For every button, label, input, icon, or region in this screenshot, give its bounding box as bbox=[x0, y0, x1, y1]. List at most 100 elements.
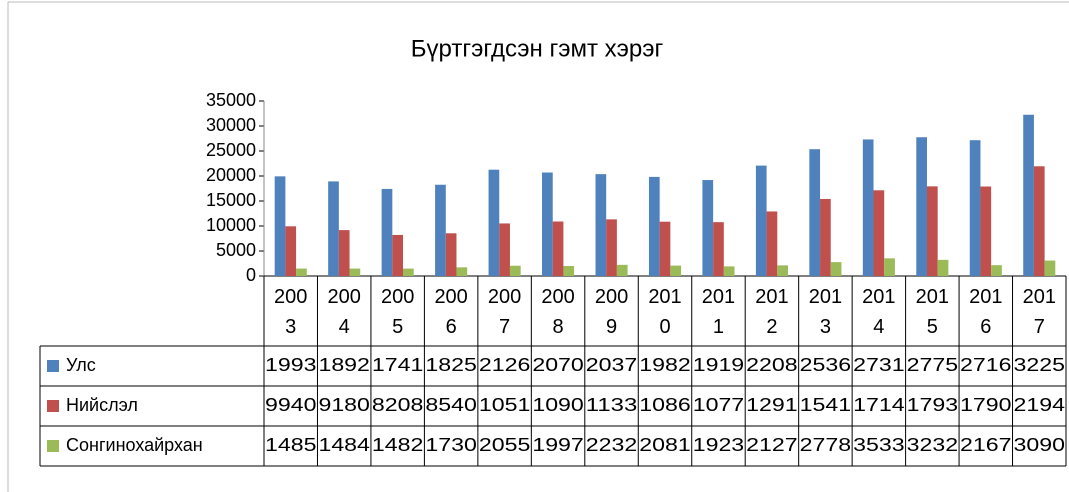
bar bbox=[755, 165, 767, 276]
bar bbox=[916, 137, 927, 276]
bar bbox=[873, 190, 885, 276]
x-tick-label: 201 6 bbox=[969, 286, 1002, 338]
table-cell: 1730 bbox=[425, 435, 476, 455]
bar bbox=[830, 262, 842, 276]
table-cell: 1741 bbox=[372, 355, 423, 375]
table-cell: 2194 bbox=[1014, 395, 1065, 415]
y-tick-label: 5000 bbox=[216, 240, 256, 260]
table-cell: 8540 bbox=[425, 395, 476, 415]
bar bbox=[702, 180, 714, 276]
table-cell: 1982 bbox=[639, 355, 690, 375]
bar bbox=[542, 172, 553, 276]
x-tick-label: 201 7 bbox=[1023, 286, 1056, 338]
bar bbox=[648, 176, 660, 276]
table-cell: 3533 bbox=[853, 435, 904, 455]
bar bbox=[991, 265, 1002, 276]
x-tick-label: 200 5 bbox=[381, 286, 414, 338]
bar bbox=[296, 268, 307, 276]
bar bbox=[1033, 166, 1045, 276]
bar bbox=[777, 265, 788, 276]
table-cell: 1892 bbox=[318, 355, 369, 375]
bar bbox=[349, 268, 361, 276]
table-cell: 2208 bbox=[746, 355, 797, 375]
table-cell: 9940 bbox=[265, 395, 316, 415]
table-cell: 2037 bbox=[586, 355, 637, 375]
bar bbox=[862, 139, 874, 276]
x-tick-label: 201 2 bbox=[755, 286, 788, 338]
bar bbox=[381, 188, 393, 276]
table-cell: 1086 bbox=[639, 395, 690, 415]
table-cell: 2055 bbox=[479, 435, 530, 455]
table-cell: 3090 bbox=[1014, 435, 1065, 455]
y-tick-label: 10000 bbox=[206, 215, 256, 235]
y-tick-label: 25000 bbox=[206, 140, 256, 160]
table-cell: 2126 bbox=[479, 355, 530, 375]
bar bbox=[937, 259, 949, 276]
bar bbox=[338, 230, 350, 276]
table-cell: 9180 bbox=[318, 395, 369, 415]
table-cell: 1077 bbox=[693, 395, 744, 415]
bar bbox=[723, 266, 735, 276]
x-tick-label: 201 0 bbox=[648, 286, 681, 338]
table-cell: 1482 bbox=[372, 435, 423, 455]
table-cell: 2731 bbox=[853, 355, 904, 375]
table-cell: 1923 bbox=[693, 435, 744, 455]
x-tick-label: 200 7 bbox=[488, 286, 521, 338]
y-tick-label: 30000 bbox=[206, 115, 256, 135]
bar bbox=[766, 211, 778, 276]
table-cell: 1993 bbox=[265, 355, 316, 375]
bar bbox=[980, 186, 992, 276]
table-cell: 1997 bbox=[532, 435, 583, 455]
y-tick-label: 20000 bbox=[206, 165, 256, 185]
bar bbox=[403, 268, 414, 276]
table-cell: 2716 bbox=[960, 355, 1011, 375]
table-cell: 1793 bbox=[907, 395, 958, 415]
bar bbox=[285, 226, 297, 276]
table-cell: 2070 bbox=[532, 355, 583, 375]
table-cell: 1051 bbox=[479, 395, 530, 415]
x-tick-label: 200 3 bbox=[274, 286, 307, 338]
table-cell: 1291 bbox=[746, 395, 797, 415]
bar bbox=[456, 267, 468, 276]
bar bbox=[392, 234, 404, 276]
bar bbox=[884, 258, 895, 276]
table-cell: 1484 bbox=[318, 435, 369, 455]
bar bbox=[926, 186, 938, 276]
y-tick-label: 0 bbox=[246, 265, 256, 285]
bar bbox=[274, 176, 286, 276]
table-cell: 2167 bbox=[960, 435, 1011, 455]
bar bbox=[713, 222, 724, 276]
x-tick-label: 200 8 bbox=[541, 286, 574, 338]
bar bbox=[1023, 114, 1034, 276]
table-cell: 1541 bbox=[800, 395, 851, 415]
bar bbox=[435, 184, 446, 276]
bar bbox=[552, 221, 564, 276]
legend-swatch bbox=[47, 440, 59, 452]
table-cell: 1790 bbox=[960, 395, 1011, 415]
bar bbox=[595, 174, 607, 276]
table-cell: 2536 bbox=[800, 355, 851, 375]
y-tick-label: 35000 bbox=[206, 90, 256, 110]
x-tick-label: 201 1 bbox=[702, 286, 735, 338]
bar bbox=[606, 219, 617, 276]
bar bbox=[563, 266, 575, 276]
bar bbox=[328, 181, 339, 276]
bar bbox=[969, 140, 981, 276]
x-tick-label: 200 6 bbox=[434, 286, 467, 338]
bar bbox=[509, 265, 521, 276]
table-cell: 1485 bbox=[265, 435, 316, 455]
bar bbox=[488, 169, 500, 276]
table-cell: 3232 bbox=[907, 435, 958, 455]
legend-label: Улс bbox=[66, 355, 96, 375]
chart-title: Бүртгэгдсэн гэмт хэрэг bbox=[411, 35, 664, 62]
table-cell: 2232 bbox=[586, 435, 637, 455]
legend-label: Сонгинохайрхан bbox=[66, 435, 203, 455]
table-cell: 2778 bbox=[800, 435, 851, 455]
bar bbox=[820, 198, 831, 276]
bar bbox=[1044, 260, 1056, 276]
legend-label: Нийслэл bbox=[66, 395, 138, 415]
table-cell: 2081 bbox=[639, 435, 690, 455]
bar bbox=[616, 264, 628, 276]
bar bbox=[445, 233, 457, 276]
